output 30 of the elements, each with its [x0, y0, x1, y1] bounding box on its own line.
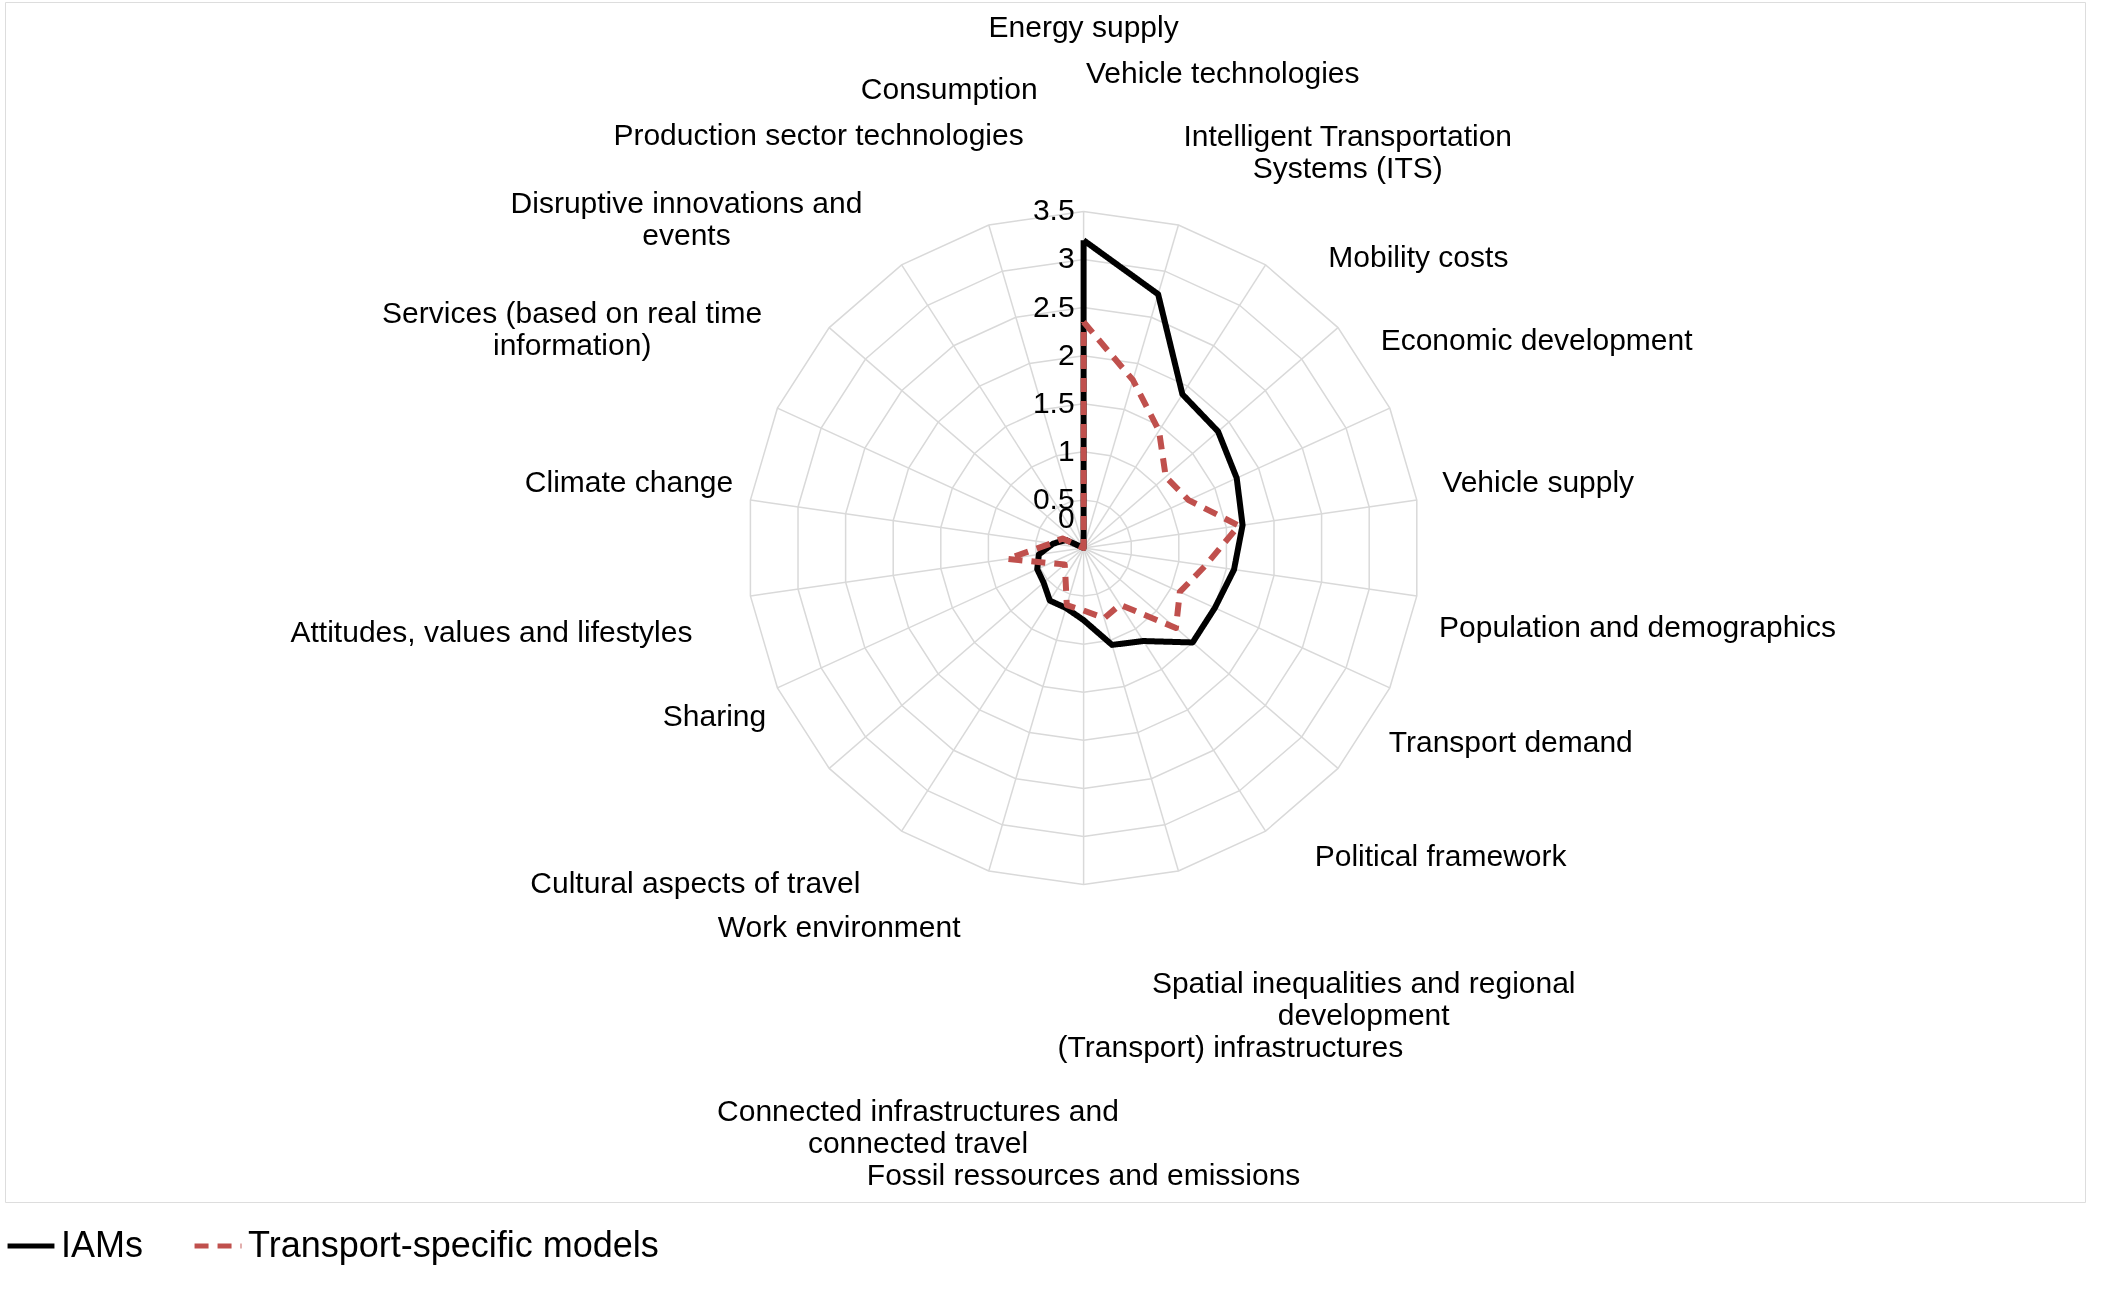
- spoke-label: Energy supply: [988, 10, 1179, 44]
- y-tick-label: 1: [1057, 433, 1075, 467]
- spoke-label: Political framework: [1314, 839, 1568, 873]
- spoke-label: Consumption: [860, 72, 1038, 106]
- spoke-label: Intelligent Transportation Systems (ITS): [1183, 119, 1512, 185]
- spoke-label: Vehicle technologies: [1085, 56, 1360, 90]
- spoke-label: Vehicle supply: [1442, 464, 1635, 498]
- spoke-label: Work environment: [717, 910, 962, 944]
- spoke-label: Spatial inequalities and regional development: [1151, 965, 1576, 1031]
- spoke-label: Disruptive innovations and events: [510, 185, 863, 251]
- legend-label: IAMs: [61, 1224, 144, 1265]
- spoke-label: Transport demand: [1388, 725, 1633, 759]
- spoke-label: Mobility costs: [1328, 239, 1509, 273]
- spoke-label: Services (based on real time information): [382, 296, 763, 362]
- y-tick-label: 3: [1057, 241, 1075, 275]
- spoke-label: Cultural aspects of travel: [530, 866, 861, 900]
- spoke-label: Connected infrastructures and connected travel: [717, 1094, 1119, 1160]
- spoke-label: Economic development: [1380, 323, 1694, 357]
- spoke-label: Population and demographics: [1439, 609, 1837, 643]
- y-tick-label: 3.5: [1032, 193, 1075, 227]
- y-tick-label: 1.5: [1032, 385, 1075, 419]
- spoke-label: Sharing: [662, 698, 767, 732]
- y-tick-label: 2.5: [1032, 289, 1075, 323]
- spoke-label: Production sector technologies: [613, 117, 1024, 151]
- legend-label: Transport-specific models: [248, 1224, 659, 1265]
- y-tick-label: 2: [1057, 337, 1075, 371]
- spoke-label: Attitudes, values and lifestyles: [290, 615, 693, 649]
- spoke-label: Fossil ressources and emissions: [866, 1157, 1301, 1191]
- spoke-label: Climate change: [524, 464, 734, 498]
- spoke-label: (Transport) infrastructures: [1057, 1030, 1404, 1064]
